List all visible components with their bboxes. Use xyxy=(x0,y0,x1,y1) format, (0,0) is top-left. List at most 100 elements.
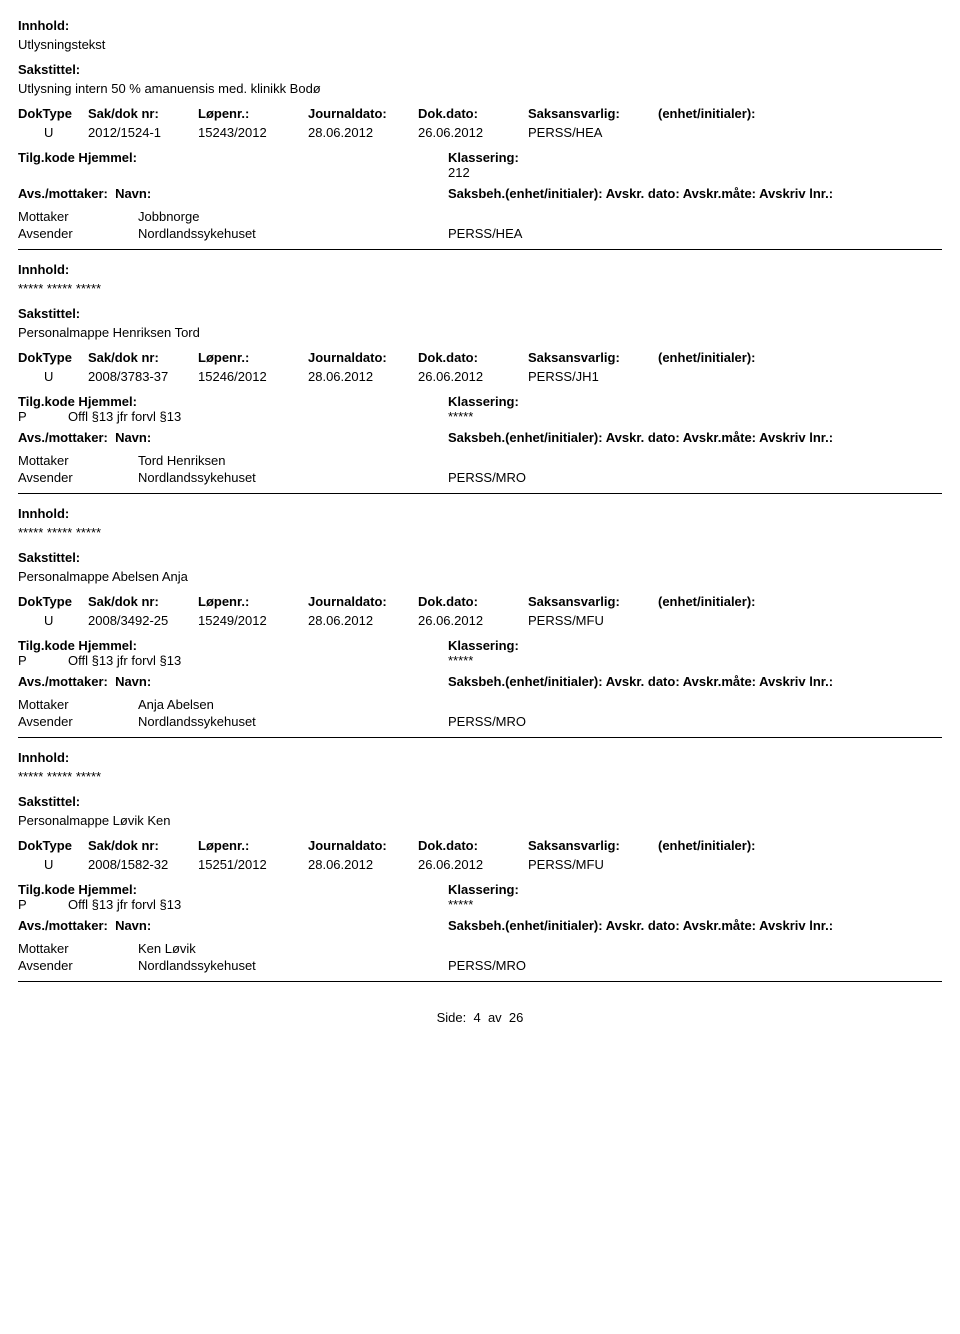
val-enhet xyxy=(658,857,808,872)
side-label: Side: xyxy=(437,1010,467,1025)
avs-mottaker-label: Avs./mottaker: xyxy=(18,918,108,933)
val-lopenr: 15246/2012 xyxy=(198,369,308,384)
klassering-value: ***** xyxy=(448,897,942,912)
val-enhet xyxy=(658,369,808,384)
tilgkode-value: P xyxy=(18,409,68,424)
party-role: Mottaker xyxy=(18,697,138,712)
hdr-saknr: Sak/dok nr: xyxy=(88,106,198,121)
klassering-value: ***** xyxy=(448,653,942,668)
hdr-lopenr: Løpenr.: xyxy=(198,838,308,853)
innhold-value: Utlysningstekst xyxy=(18,37,942,52)
record-separator xyxy=(18,249,942,250)
hdr-journaldato: Journaldato: xyxy=(308,350,418,365)
tilg-header-row: Tilg.kode Hjemmel: Klassering: xyxy=(18,638,942,653)
val-journaldato: 28.06.2012 xyxy=(308,125,418,140)
val-saknr: 2008/3492-25 xyxy=(88,613,198,628)
avs-mottaker-label: Avs./mottaker: xyxy=(18,186,108,201)
val-dokdato: 26.06.2012 xyxy=(418,613,528,628)
val-enhet xyxy=(658,125,808,140)
klassering-label: Klassering: xyxy=(448,394,942,409)
tilgkode-value: P xyxy=(18,897,68,912)
innhold-value: ***** ***** ***** xyxy=(18,281,942,296)
party-row: Mottaker Jobbnorge xyxy=(18,209,942,224)
val-saksansvarlig: PERSS/JH1 xyxy=(528,369,658,384)
journal-record: Innhold: ***** ***** ***** Sakstittel: P… xyxy=(18,262,942,494)
sakstittel-value: Utlysning intern 50 % amanuensis med. kl… xyxy=(18,81,942,96)
party-role: Avsender xyxy=(18,958,138,973)
party-name: Nordlandssykehuset xyxy=(138,226,438,241)
saksbeh-label: Saksbeh.(enhet/initialer): Avskr. dato: … xyxy=(448,186,942,201)
hdr-lopenr: Løpenr.: xyxy=(198,594,308,609)
hdr-saksansvarlig: Saksansvarlig: xyxy=(528,106,658,121)
val-journaldato: 28.06.2012 xyxy=(308,613,418,628)
party-row: Avsender Nordlandssykehuset PERSS/MRO xyxy=(18,958,942,973)
meta-header-row: DokType Sak/dok nr: Løpenr.: Journaldato… xyxy=(18,594,942,609)
hdr-saknr: Sak/dok nr: xyxy=(88,350,198,365)
party-unit xyxy=(438,453,942,468)
val-saknr: 2008/3783-37 xyxy=(88,369,198,384)
party-row: Mottaker Ken Løvik xyxy=(18,941,942,956)
val-doktype: U xyxy=(18,613,88,628)
klassering-label: Klassering: xyxy=(448,638,942,653)
tilg-value-row: P Offl §13 jfr forvl §13 ***** xyxy=(18,409,942,424)
meta-header-row: DokType Sak/dok nr: Løpenr.: Journaldato… xyxy=(18,838,942,853)
tilgkode-hjemmel-label: Tilg.kode Hjemmel: xyxy=(18,394,448,409)
val-doktype: U xyxy=(18,857,88,872)
innhold-label: Innhold: xyxy=(18,262,942,277)
sakstittel-label: Sakstittel: xyxy=(18,62,942,77)
party-name: Ken Løvik xyxy=(138,941,438,956)
hdr-doktype: DokType xyxy=(18,594,88,609)
innhold-label: Innhold: xyxy=(18,506,942,521)
sakstittel-label: Sakstittel: xyxy=(18,794,942,809)
tilgkode-value: P xyxy=(18,653,68,668)
sakstittel-label: Sakstittel: xyxy=(18,550,942,565)
navn-label: Navn: xyxy=(115,918,151,933)
avs-header-row: Avs./mottaker: Navn: Saksbeh.(enhet/init… xyxy=(18,918,942,933)
party-name: Tord Henriksen xyxy=(138,453,438,468)
party-row: Mottaker Anja Abelsen xyxy=(18,697,942,712)
klassering-label: Klassering: xyxy=(448,150,942,165)
hdr-enhet: (enhet/initialer): xyxy=(658,350,808,365)
sakstittel-value: Personalmappe Henriksen Tord xyxy=(18,325,942,340)
innhold-label: Innhold: xyxy=(18,18,942,33)
hjemmel-value: Offl §13 jfr forvl §13 xyxy=(68,897,181,912)
page-indicator: Side: 4 av 26 xyxy=(18,1010,942,1025)
party-name: Anja Abelsen xyxy=(138,697,438,712)
hdr-saksansvarlig: Saksansvarlig: xyxy=(528,594,658,609)
hdr-dokdato: Dok.dato: xyxy=(418,594,528,609)
hdr-doktype: DokType xyxy=(18,350,88,365)
hdr-enhet: (enhet/initialer): xyxy=(658,838,808,853)
val-journaldato: 28.06.2012 xyxy=(308,857,418,872)
val-saksansvarlig: PERSS/HEA xyxy=(528,125,658,140)
saksbeh-label: Saksbeh.(enhet/initialer): Avskr. dato: … xyxy=(448,674,942,689)
party-role: Avsender xyxy=(18,714,138,729)
val-dokdato: 26.06.2012 xyxy=(418,369,528,384)
hdr-journaldato: Journaldato: xyxy=(308,838,418,853)
party-name: Nordlandssykehuset xyxy=(138,470,438,485)
hdr-dokdato: Dok.dato: xyxy=(418,106,528,121)
party-role: Mottaker xyxy=(18,941,138,956)
val-dokdato: 26.06.2012 xyxy=(418,857,528,872)
innhold-label: Innhold: xyxy=(18,750,942,765)
avs-header-row: Avs./mottaker: Navn: Saksbeh.(enhet/init… xyxy=(18,186,942,201)
sakstittel-value: Personalmappe Abelsen Anja xyxy=(18,569,942,584)
innhold-value: ***** ***** ***** xyxy=(18,525,942,540)
val-journaldato: 28.06.2012 xyxy=(308,369,418,384)
meta-value-row: U 2012/1524-1 15243/2012 28.06.2012 26.0… xyxy=(18,125,942,140)
navn-label: Navn: xyxy=(115,430,151,445)
journal-record: Innhold: ***** ***** ***** Sakstittel: P… xyxy=(18,750,942,982)
val-lopenr: 15243/2012 xyxy=(198,125,308,140)
hdr-dokdato: Dok.dato: xyxy=(418,350,528,365)
saksbeh-label: Saksbeh.(enhet/initialer): Avskr. dato: … xyxy=(448,918,942,933)
meta-header-row: DokType Sak/dok nr: Løpenr.: Journaldato… xyxy=(18,106,942,121)
record-separator xyxy=(18,493,942,494)
navn-label: Navn: xyxy=(115,186,151,201)
klassering-value: 212 xyxy=(448,165,942,180)
party-unit xyxy=(438,209,942,224)
party-row: Avsender Nordlandssykehuset PERSS/MRO xyxy=(18,470,942,485)
val-saksansvarlig: PERSS/MFU xyxy=(528,613,658,628)
meta-header-row: DokType Sak/dok nr: Løpenr.: Journaldato… xyxy=(18,350,942,365)
val-dokdato: 26.06.2012 xyxy=(418,125,528,140)
tilg-header-row: Tilg.kode Hjemmel: Klassering: xyxy=(18,394,942,409)
party-row: Avsender Nordlandssykehuset PERSS/MRO xyxy=(18,714,942,729)
